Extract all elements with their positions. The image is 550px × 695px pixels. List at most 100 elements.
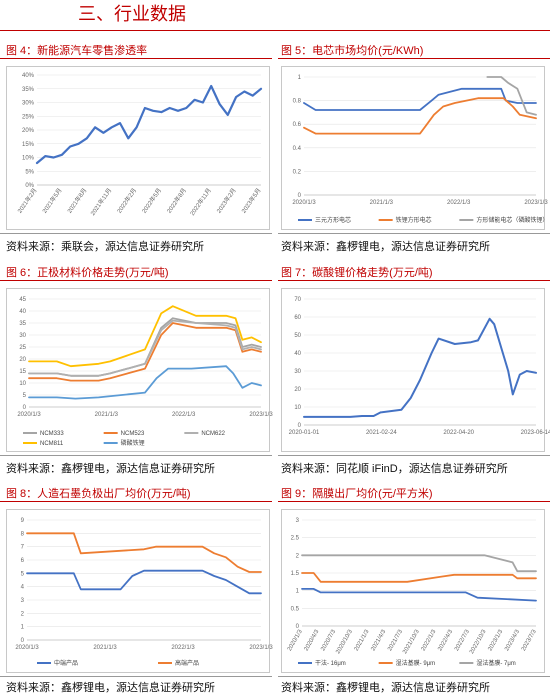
fig7-source-rule xyxy=(278,455,550,456)
fig8-xtick-label: 2022/1/3 xyxy=(171,645,195,651)
fig5-series-line-2 xyxy=(303,97,537,135)
fig6-legend-label: NCM622 xyxy=(201,431,225,437)
fig6-xtick-label: 2022/1/3 xyxy=(172,412,196,418)
fig4-xtick-label: 2023年2月 xyxy=(215,187,238,215)
fig4-source-rule xyxy=(0,233,272,234)
fig4-xtick-label: 2022年2月 xyxy=(115,187,138,215)
fig5-chart: 0 0.2 0.4 0.6 0.8 1 2020/1/3 2021/1/3 2022/1/3 20… xyxy=(292,75,548,224)
fig7-title: 图 7：碳酸锂价格走势(万元/吨) xyxy=(281,267,433,279)
fig6-ytick-label: 25 xyxy=(19,345,26,351)
fig8-ytick-label: 6 xyxy=(21,558,25,564)
fig6-title-rule xyxy=(0,280,272,281)
fig6-ytick-label: 0 xyxy=(23,405,27,411)
fig7-series-line-1 xyxy=(303,317,537,418)
fig5-ytick-label: 0.4 xyxy=(293,146,302,152)
fig8-legend-label: 高端产品 xyxy=(175,659,199,667)
fig8-ytick-label: 0 xyxy=(21,638,25,644)
fig4-ytick-label: 0% xyxy=(25,183,34,189)
fig6-ytick-label: 45 xyxy=(19,297,26,303)
fig4-xtick-label: 2021年8月 xyxy=(65,187,88,215)
fig7-ytick-label: 20 xyxy=(294,387,301,393)
fig6-series-line-4 xyxy=(28,305,262,368)
fig6-legend-label: NCM811 xyxy=(40,441,64,447)
fig4-title: 图 4：新能源汽车零售渗透率 xyxy=(6,45,148,57)
fig8-frame: 0 1 2 3 4 5 6 7 8 9 2020/1/3 2021/1/3 2022/1/3 2023/1… xyxy=(6,509,273,673)
fig9-xtick-label: 2021/1/3 xyxy=(354,628,371,652)
fig6-series-line-2 xyxy=(28,322,262,382)
fig4-ytick-label: 10% xyxy=(22,156,35,162)
fig6-ytick-label: 20 xyxy=(19,357,26,363)
fig7-ytick-label: 10 xyxy=(294,405,301,411)
fig4-xtick-label: 2022年5月 xyxy=(140,187,163,215)
fig8-source: 资料来源：鑫椤锂电，源达信息证券研究所 xyxy=(6,682,215,694)
fig4-ytick-label: 5% xyxy=(25,169,34,175)
fig8-ytick-label: 5 xyxy=(21,571,25,577)
fig9-ytick-label: 0.5 xyxy=(291,606,300,612)
fig7-source: 资料来源：同花顺 iFinD，源达信息证券研究所 xyxy=(281,463,508,475)
fig8-title-rule xyxy=(0,501,272,502)
fig7-chart: 0 10 20 30 40 50 60 70 2020-01-01 2021-02-24 2022-… xyxy=(289,297,550,436)
fig6-title: 图 6：正极材料价格走势(万元/吨) xyxy=(6,267,169,279)
fig4-title-rule xyxy=(0,58,272,59)
fig4-xtick-label: 2023年5月 xyxy=(240,187,263,215)
fig6-legend-label: NCM333 xyxy=(40,431,64,437)
fig8-ytick-label: 8 xyxy=(21,531,25,537)
fig4-xtick-label: 2022年11月 xyxy=(188,187,213,217)
fig8-xtick-label: 2020/1/3 xyxy=(15,645,39,651)
fig9-xtick-label: 2020/10/3 xyxy=(335,628,354,655)
fig9-ytick-label: 2 xyxy=(296,553,300,559)
fig8-legend-label: 中端产品 xyxy=(54,659,78,667)
fig9-xtick-label: 2021/10/3 xyxy=(402,628,421,655)
fig9-source: 资料来源：鑫椤锂电，源达信息证券研究所 xyxy=(281,682,490,694)
fig4-xtick-label: 2021年11月 xyxy=(89,187,114,217)
fig9-title-rule xyxy=(278,501,550,502)
fig6-ytick-label: 40 xyxy=(19,309,26,315)
fig6-ytick-label: 15 xyxy=(19,369,26,375)
fig6-series-line-5 xyxy=(28,365,262,400)
fig5-source: 资料来源：鑫椤锂电，源达信息证券研究所 xyxy=(281,241,490,253)
fig7-ytick-label: 40 xyxy=(294,351,301,357)
fig4-xtick-label: 2022年8月 xyxy=(165,187,188,215)
fig6-source-rule xyxy=(0,455,272,456)
fig9-legend-label: 湿法基膜- 7μm xyxy=(476,659,515,667)
fig5-frame: 0 0.2 0.4 0.6 0.8 1 2020/1/3 2021/1/3 2022/1/3 20… xyxy=(281,66,548,230)
fig8-xtick-label: 2023/1/3 xyxy=(249,645,273,651)
fig8-source-rule xyxy=(0,676,272,677)
section-title-rule xyxy=(0,30,550,31)
fig6-series-line-3 xyxy=(28,319,262,377)
fig7-ytick-label: 0 xyxy=(298,423,302,429)
fig5-title-rule xyxy=(278,58,550,59)
fig7-xtick-label: 2020-01-01 xyxy=(289,430,320,436)
fig4-xtick-label: 2021年5月 xyxy=(41,187,64,215)
fig5-xtick-label: 2023/1/3 xyxy=(524,200,548,206)
fig6-ytick-label: 5 xyxy=(23,393,27,399)
fig8-ytick-label: 1 xyxy=(21,625,25,631)
fig8-ytick-label: 4 xyxy=(21,585,25,591)
fig4-ytick-label: 25% xyxy=(22,114,35,120)
fig9-title: 图 9：隔膜出厂均价(元/平方米) xyxy=(281,488,433,500)
fig4-xtick-label: 2021年2月 xyxy=(16,187,39,215)
fig8-ytick-label: 2 xyxy=(21,611,25,617)
fig9-series-line-2 xyxy=(301,572,537,583)
fig9-xtick-label: 2022/7/3 xyxy=(454,628,471,652)
fig5-title: 图 5：电芯市场均价(元/KWh) xyxy=(281,45,424,57)
fig9-ytick-label: 3 xyxy=(296,518,300,524)
fig6-frame: 0 5 10 15 20 25 30 35 40 45 2020/1/3 2021/1/3 2022/1… xyxy=(6,288,273,452)
fig9-ytick-label: 2.5 xyxy=(291,536,300,542)
fig9-xtick-label: 2021/7/3 xyxy=(387,628,404,652)
fig5-ytick-label: 0.6 xyxy=(293,122,302,128)
fig6-xtick-label: 2023/1/3 xyxy=(249,412,273,418)
fig9-xtick-label: 2020/1/3 xyxy=(287,628,304,652)
fig5-source-rule xyxy=(278,233,550,234)
fig6-xtick-label: 2020/1/3 xyxy=(17,412,41,418)
fig9-xtick-label: 2020/4/3 xyxy=(304,628,321,652)
fig6-xtick-label: 2021/1/3 xyxy=(95,412,119,418)
fig6-ytick-label: 10 xyxy=(19,381,26,387)
fig4-series-line-1 xyxy=(35,84,263,165)
fig5-ytick-label: 0.2 xyxy=(293,169,302,175)
fig5-ytick-label: 0.8 xyxy=(293,99,302,105)
fig4-ytick-label: 35% xyxy=(22,87,35,93)
fig8-series-line-1 xyxy=(26,569,262,595)
fig9-frame: 0 0.5 1 1.5 2 2.5 3 2020/1/3 2020/4/3 2020/7/3 202… xyxy=(281,509,545,673)
